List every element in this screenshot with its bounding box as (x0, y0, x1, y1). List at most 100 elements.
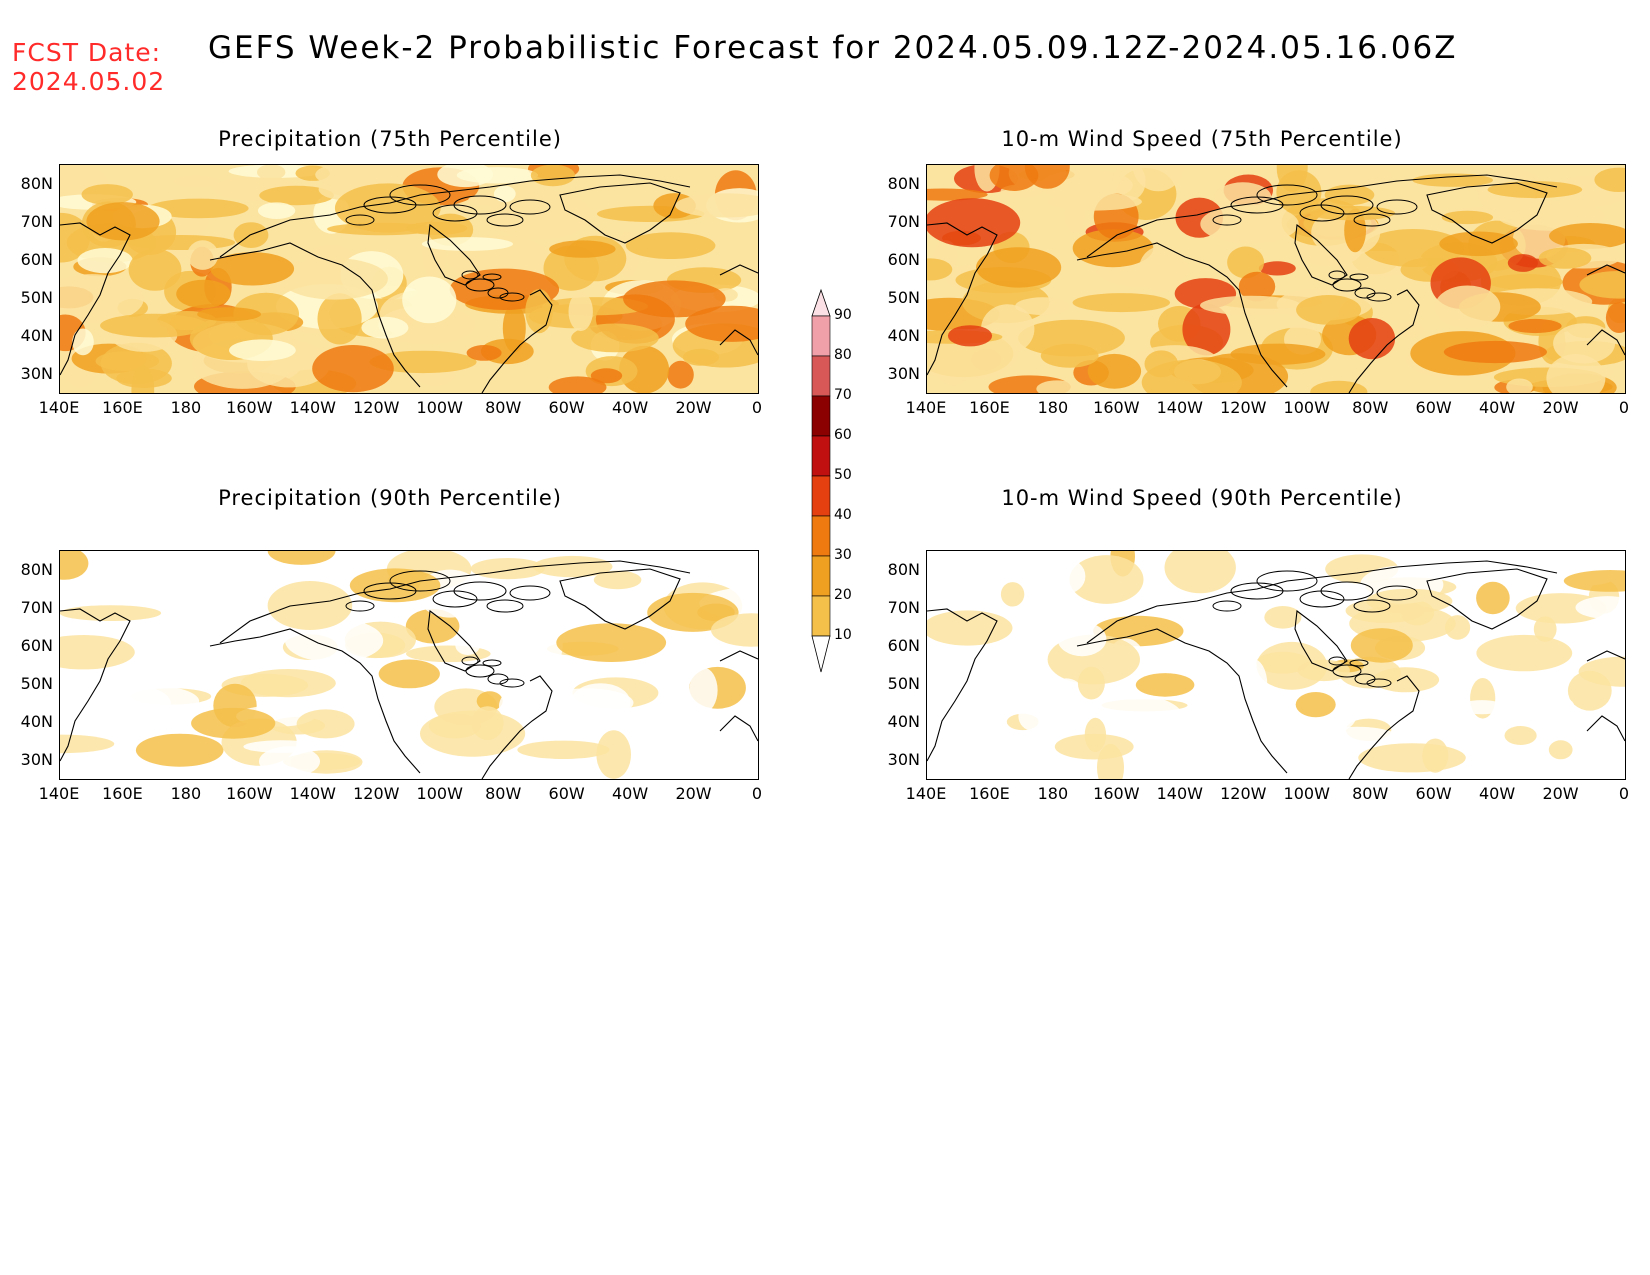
probability-region (81, 184, 133, 205)
coastline-feature (482, 273, 502, 281)
coastline-feature (509, 199, 551, 215)
lat-label: 50N (20, 674, 53, 693)
probability-region (60, 734, 115, 754)
map-wind-75 (926, 164, 1626, 394)
colorbar-box (811, 435, 831, 477)
probability-region (1057, 621, 1107, 657)
probability-region (1538, 247, 1592, 269)
probability-region (1507, 254, 1538, 272)
lat-label: 50N (887, 288, 920, 307)
probability-region (711, 613, 758, 647)
probability-region (1476, 581, 1510, 615)
coastline (1076, 628, 1288, 774)
probability-region (548, 376, 607, 393)
probability-region (378, 659, 440, 689)
probability-region (1024, 165, 1070, 189)
colorbar-box (811, 355, 831, 397)
probability-region (619, 345, 670, 393)
probability-region (1549, 223, 1625, 249)
probability-region (1350, 628, 1413, 663)
lat-label: 50N (20, 288, 53, 307)
probability-region (456, 167, 539, 184)
probability-region (1087, 353, 1142, 389)
coastline-feature (345, 214, 375, 226)
coastline-feature (465, 664, 495, 678)
coastline-feature (453, 195, 507, 215)
lon-label: 0 (751, 398, 763, 417)
coastline (481, 675, 553, 779)
lat-label: 70N (887, 212, 920, 231)
forecast-date-value: 2024.05.02 (12, 67, 166, 96)
probability-region (259, 746, 320, 777)
colorbar-tick-label: 10 (834, 627, 852, 643)
coastline-feature (465, 278, 495, 292)
lat-label: 80N (20, 560, 53, 579)
colorbar-tick-label: 50 (834, 467, 852, 483)
probability-region (1533, 616, 1557, 642)
coastline-feature (1299, 590, 1345, 608)
lon-label: 0 (1618, 784, 1630, 803)
lon-label: 40W (611, 784, 649, 803)
probability-region (556, 623, 667, 662)
probability-region (1264, 606, 1302, 629)
lon-label: 160W (1093, 398, 1140, 417)
lon-label: 100W (416, 784, 463, 803)
probability-region (529, 622, 563, 670)
lon-label: 80W (1352, 398, 1389, 417)
probability-region (1358, 743, 1466, 773)
forecast-date-block: FCST Date: 2024.05.02 (12, 38, 165, 96)
coastline (719, 650, 758, 742)
probability-region (1309, 205, 1395, 221)
lat-label: 50N (887, 674, 920, 693)
colorbar-top-arrow (811, 288, 831, 317)
colorbar-tick-label: 60 (834, 427, 852, 443)
probability-region (1513, 218, 1566, 259)
probability-region (100, 313, 208, 338)
probability-region (1434, 285, 1501, 329)
coastline-feature (509, 585, 551, 601)
probability-region (689, 667, 718, 713)
lon-label: 40W (1478, 784, 1516, 803)
map-wind-90 (926, 550, 1626, 780)
probability-region (977, 666, 1021, 697)
colorbar (811, 288, 831, 673)
coastline-feature (1332, 664, 1362, 678)
probability-region (549, 240, 616, 258)
coastline-feature (432, 590, 478, 608)
coastline-feature (1299, 204, 1345, 222)
probability-region (187, 240, 219, 270)
probability-region (1363, 229, 1464, 267)
probability-region (1578, 656, 1625, 687)
probability-region (593, 570, 642, 590)
lat-label: 60N (20, 250, 53, 269)
coastline-feature (1366, 292, 1392, 302)
probability-region (349, 568, 441, 603)
probability-region (671, 709, 758, 760)
probability-region (1297, 659, 1350, 682)
lon-label: 160W (226, 398, 273, 417)
coastline-feature (389, 570, 451, 592)
coastline-feature (1320, 195, 1374, 215)
coastline-feature (461, 270, 479, 280)
probability-region (1504, 726, 1537, 745)
lon-label: 120W (1220, 784, 1267, 803)
probability-region (1018, 319, 1125, 357)
probability-region (1439, 231, 1518, 257)
coastline-feature (1328, 270, 1346, 280)
probability-region (1203, 711, 1240, 735)
probability-region (1263, 740, 1349, 761)
probability-region (197, 307, 261, 322)
probability-region (369, 350, 477, 374)
panel-title-precip-75: Precipitation (75th Percentile) (218, 127, 562, 151)
probability-region (1077, 666, 1105, 700)
probability-region (1046, 678, 1087, 725)
coastline-feature (1320, 581, 1374, 601)
probability-region (87, 713, 129, 738)
probability-region (77, 248, 133, 274)
probability-region (128, 248, 182, 291)
probability-region (86, 202, 160, 241)
coastline (1076, 242, 1288, 388)
probability-region (1141, 359, 1242, 393)
probability-region (1594, 167, 1625, 192)
probability-region (296, 709, 355, 739)
